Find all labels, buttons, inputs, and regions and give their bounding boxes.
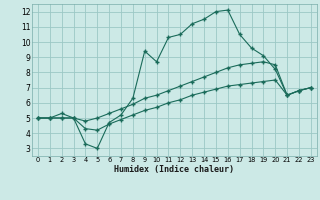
X-axis label: Humidex (Indice chaleur): Humidex (Indice chaleur)	[115, 165, 234, 174]
